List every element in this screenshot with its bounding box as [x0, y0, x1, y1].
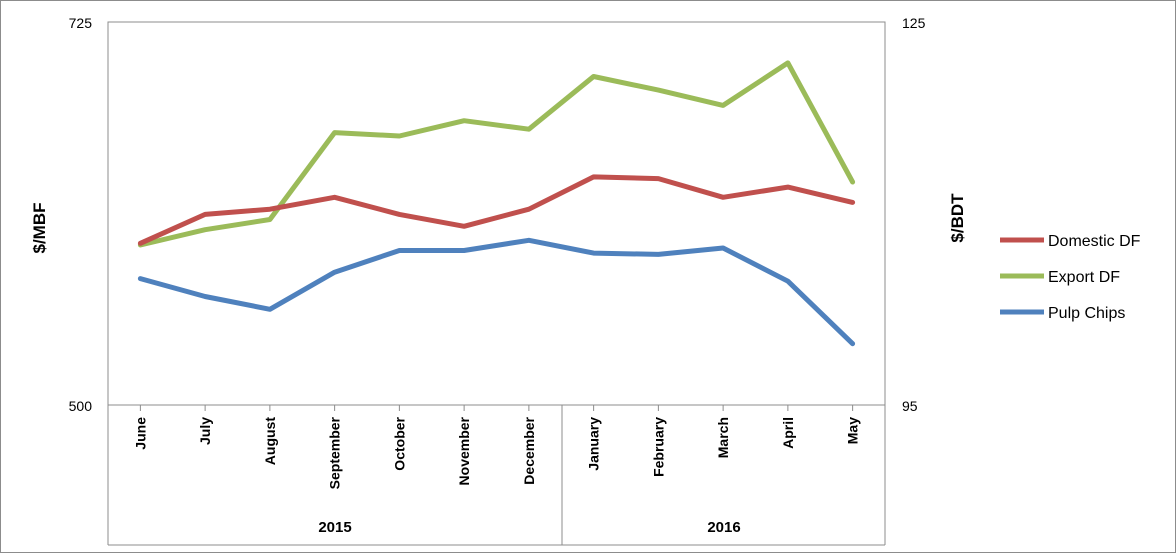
x-category-label: January — [586, 417, 602, 471]
x-category-label: February — [650, 417, 666, 477]
legend-label: Domestic DF — [1048, 233, 1141, 250]
y-left-tick-min: 500 — [69, 398, 93, 414]
legend: Domestic DF Export DF Pulp Chips — [1000, 233, 1141, 322]
y-right-tick-max: 125 — [902, 15, 926, 31]
series-lines — [137, 60, 856, 347]
x-category-label: March — [715, 417, 731, 458]
x-category-label: May — [845, 417, 861, 444]
y-left-tick-max: 725 — [69, 15, 93, 31]
plot-area — [107, 21, 886, 406]
series-line-pulp-chips — [137, 237, 856, 347]
y-left-axis-title: $/MBF — [30, 203, 49, 254]
x-category-label: July — [197, 417, 213, 445]
x-category-label: April — [780, 417, 796, 449]
x-category-label: September — [327, 416, 343, 489]
y-right-tick-min: 95 — [902, 398, 918, 414]
x-category-label: October — [391, 416, 407, 470]
x-category-labels: June July August September October November De… — [132, 405, 861, 489]
group-label-2016: 2016 — [707, 519, 740, 536]
legend-label: Pulp Chips — [1048, 305, 1125, 322]
series-line-domestic-df — [137, 174, 856, 246]
x-category-label: August — [262, 417, 278, 466]
x-category-label: June — [132, 417, 148, 450]
y-right-axis-title: $/BDT — [948, 193, 967, 243]
group-label-2015: 2015 — [318, 519, 351, 536]
x-category-label: November — [456, 416, 472, 485]
series-line-export-df — [137, 60, 856, 248]
legend-label: Export DF — [1048, 269, 1120, 286]
x-category-label: December — [521, 416, 537, 484]
